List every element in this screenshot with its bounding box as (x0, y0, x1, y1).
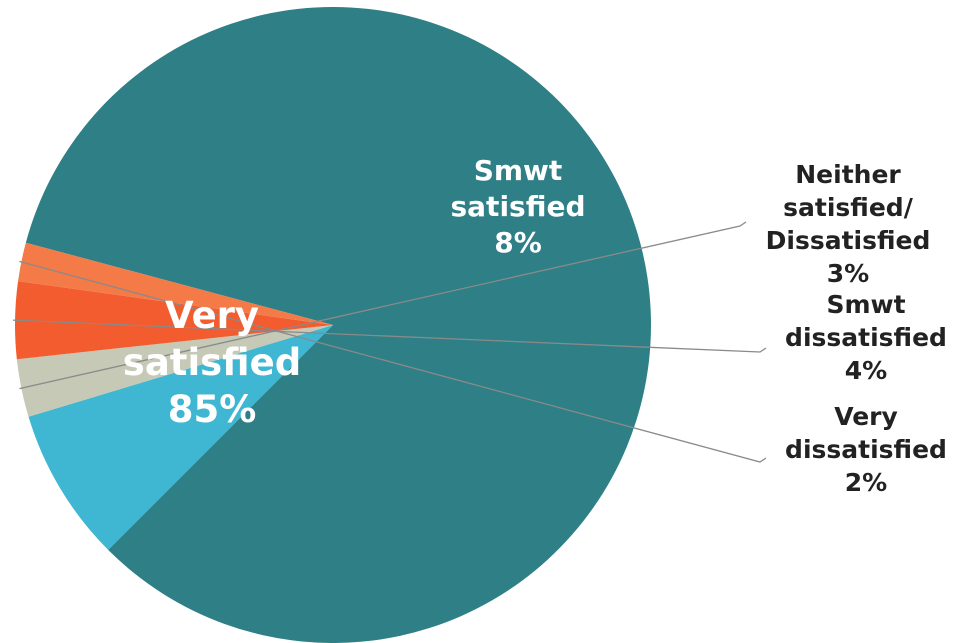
leader-line (12, 319, 767, 353)
slice-label-line: Very (834, 402, 898, 431)
pie-slices (15, 7, 651, 643)
slice-label-line: satisfied (451, 190, 586, 223)
leader-lines (12, 221, 767, 463)
slice-label: Smwt dissatisfied 4% (785, 290, 947, 385)
slice-label-line: satisfied/ (783, 193, 914, 222)
slice-label-line: 85% (168, 388, 257, 431)
slice-label: Smwt satisfied 8% (451, 154, 586, 259)
pie-slice-neither-satisfied-dissatisfied (16, 325, 333, 417)
slice-label-line: Smwt (826, 290, 905, 319)
slice-label-line: Dissatisfied (766, 226, 931, 255)
slice-label-line: 8% (494, 226, 542, 259)
pie-slice-very-satisfied (25, 7, 651, 643)
slice-label-line: 4% (845, 356, 887, 385)
slice-labels: Very satisfied 85%Smwt satisfied 8%Neither sa… (123, 154, 947, 497)
slice-label-line: dissatisfied (785, 435, 947, 464)
pie-slice-smwt-dissatisfied (15, 281, 334, 360)
slice-label-line: satisfied (123, 341, 301, 384)
slice-label-line: 2% (845, 468, 887, 497)
pie-slice-smwt-satisfied (28, 325, 334, 550)
slice-label: Very dissatisfied 2% (785, 402, 947, 497)
pie-slice-very-dissatisfied (18, 242, 334, 325)
slice-label-line: 3% (827, 259, 869, 288)
slice-label-line: Neither (795, 160, 901, 189)
slice-label-line: Very (165, 294, 259, 337)
leader-line (19, 221, 747, 390)
slice-label: Very satisfied 85% (123, 294, 301, 431)
slice-label-line: dissatisfied (785, 323, 947, 352)
slice-label: Neither satisfied/Dissatisfied 3% (766, 160, 931, 288)
slice-label-line: Smwt (474, 154, 563, 187)
leader-line (19, 260, 767, 463)
